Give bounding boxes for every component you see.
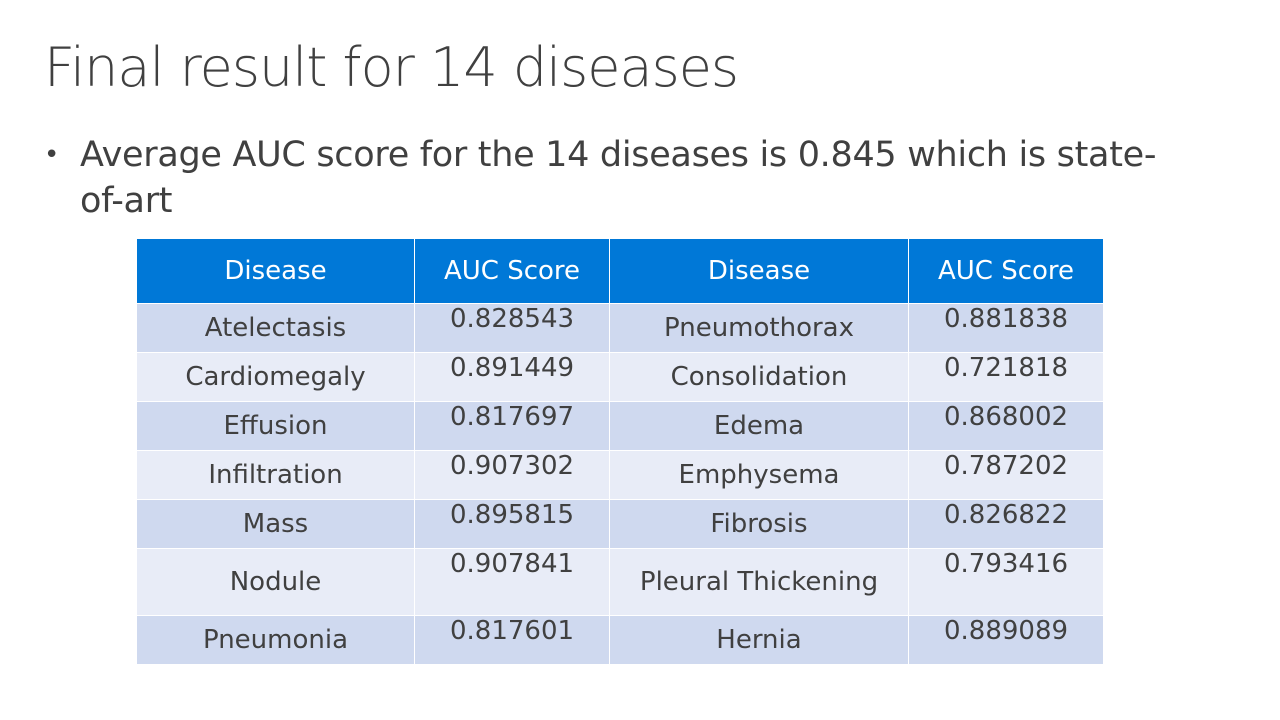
auc-cell: 0.868002 (908, 401, 1104, 451)
disease-cell: Hernia (609, 615, 909, 665)
bullet-list: • Average AUC score for the 14 diseases … (44, 132, 1214, 224)
table-row: Atelectasis 0.828543 Pneumothorax 0.8818… (136, 303, 1104, 353)
disease-cell: Effusion (136, 401, 415, 451)
disease-cell: Atelectasis (136, 303, 415, 353)
disease-cell: Infiltration (136, 450, 415, 500)
header-auc-right: AUC Score (908, 238, 1104, 304)
table-row: Nodule 0.907841 Pleural Thickening 0.793… (136, 548, 1104, 616)
disease-cell: Pneumonia (136, 615, 415, 665)
auc-score-table: Disease AUC Score Disease AUC Score Atel… (136, 238, 1104, 665)
auc-cell: 0.793416 (908, 548, 1104, 616)
disease-cell: Fibrosis (609, 499, 909, 549)
table-row: Pneumonia 0.817601 Hernia 0.889089 (136, 615, 1104, 665)
auc-cell: 0.881838 (908, 303, 1104, 353)
auc-cell: 0.721818 (908, 352, 1104, 402)
table-row: Mass 0.895815 Fibrosis 0.826822 (136, 499, 1104, 549)
disease-cell: Emphysema (609, 450, 909, 500)
auc-cell: 0.891449 (414, 352, 610, 402)
disease-cell: Consolidation (609, 352, 909, 402)
auc-cell: 0.817697 (414, 401, 610, 451)
disease-cell: Cardiomegaly (136, 352, 415, 402)
disease-cell: Mass (136, 499, 415, 549)
auc-cell: 0.907302 (414, 450, 610, 500)
auc-cell: 0.895815 (414, 499, 610, 549)
bullet-text: Average AUC score for the 14 diseases is… (80, 135, 1157, 221)
bullet-item: • Average AUC score for the 14 diseases … (44, 132, 1214, 224)
header-disease-left: Disease (136, 238, 415, 304)
slide-title: Final result for 14 diseases (44, 36, 739, 99)
auc-cell: 0.787202 (908, 450, 1104, 500)
auc-cell: 0.889089 (908, 615, 1104, 665)
table-header-row: Disease AUC Score Disease AUC Score (136, 238, 1104, 304)
table-row: Cardiomegaly 0.891449 Consolidation 0.72… (136, 352, 1104, 402)
disease-cell: Pneumothorax (609, 303, 909, 353)
table-row: Effusion 0.817697 Edema 0.868002 (136, 401, 1104, 451)
disease-cell: Nodule (136, 548, 415, 616)
header-disease-right: Disease (609, 238, 909, 304)
auc-cell: 0.817601 (414, 615, 610, 665)
auc-cell: 0.828543 (414, 303, 610, 353)
bullet-symbol: • (44, 140, 60, 170)
table-row: Infiltration 0.907302 Emphysema 0.787202 (136, 450, 1104, 500)
auc-cell: 0.907841 (414, 548, 610, 616)
auc-cell: 0.826822 (908, 499, 1104, 549)
header-auc-left: AUC Score (414, 238, 610, 304)
disease-cell: Edema (609, 401, 909, 451)
disease-cell: Pleural Thickening (609, 548, 909, 616)
